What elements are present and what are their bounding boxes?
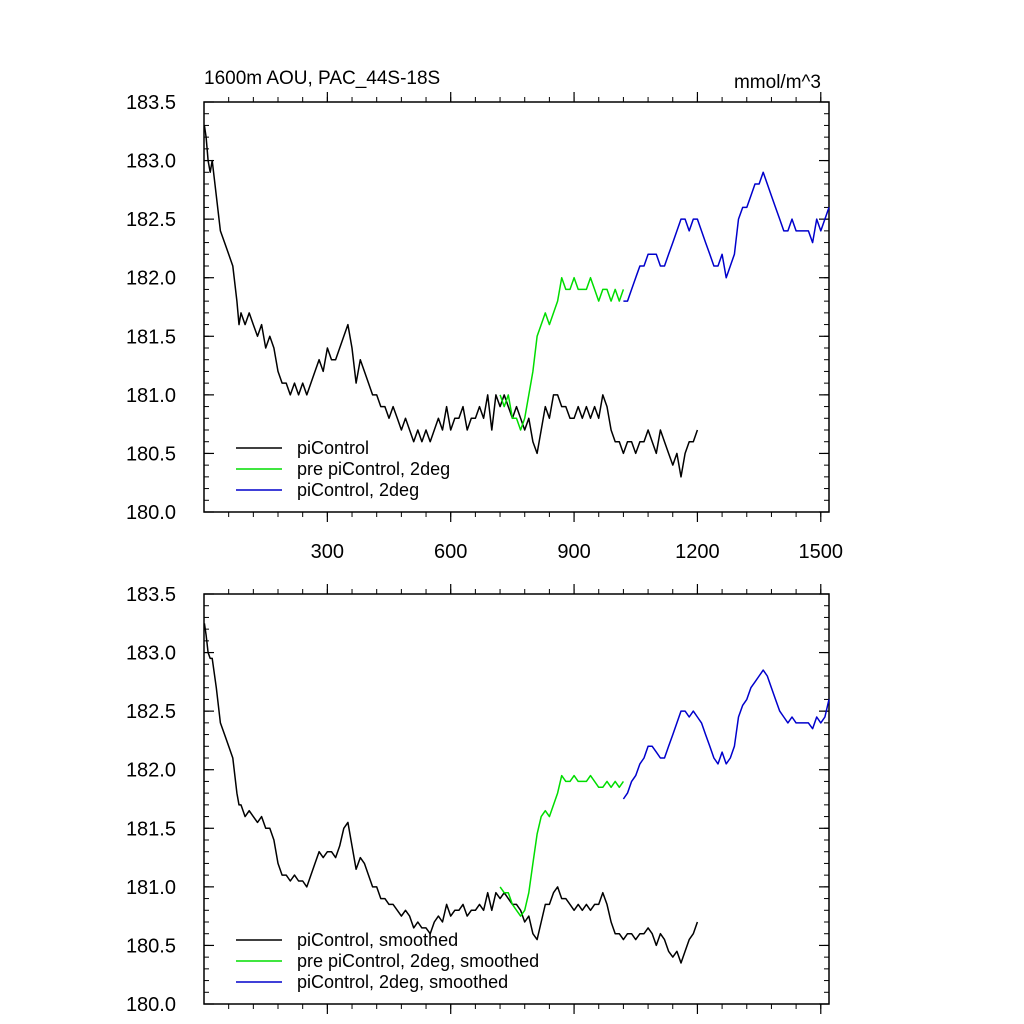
plot-frame bbox=[203, 593, 830, 1005]
y-tick-label: 181.0 bbox=[126, 877, 176, 899]
chart-bottom: 180.0 180.5 181.0 181.5 182.0 182.5 183.0 183.5… bbox=[126, 584, 830, 1016]
y-tick-label: 180.5 bbox=[126, 443, 176, 465]
series-line-1 bbox=[499, 774, 625, 917]
series-line-2 bbox=[622, 669, 830, 800]
y-tick-label: 180.5 bbox=[126, 935, 176, 957]
legend-label: piControl bbox=[297, 438, 369, 458]
y-tick-label: 182.5 bbox=[126, 209, 176, 231]
y-tick-label: 183.5 bbox=[126, 584, 176, 606]
series-line-1 bbox=[499, 276, 625, 431]
x-tick-label: 600 bbox=[434, 541, 467, 563]
y-tick-label: 180.0 bbox=[126, 994, 176, 1016]
y-tick-label: 183.0 bbox=[126, 151, 176, 173]
chart-units: mmol/m^3 bbox=[734, 72, 821, 93]
chart-top: 180.0 180.5 181.0 181.5 182.0 182.5 183.0 183.5… bbox=[126, 68, 843, 563]
chart-title: 1600m AOU, PAC_44S-18S bbox=[204, 68, 440, 89]
y-tick-label: 181.0 bbox=[126, 385, 176, 407]
legend-label: piControl, 2deg bbox=[297, 480, 419, 500]
y-tick-label: 182.5 bbox=[126, 701, 176, 723]
series-line-0 bbox=[203, 125, 699, 478]
legend-label: piControl, 2deg, smoothed bbox=[297, 972, 508, 992]
y-tick-label: 181.5 bbox=[126, 818, 176, 840]
y-tick-label: 181.5 bbox=[126, 326, 176, 348]
y-tick-label: 183.5 bbox=[126, 92, 176, 114]
series-line-0 bbox=[203, 623, 699, 964]
x-tick-label: 1500 bbox=[799, 541, 844, 563]
y-tick-label: 183.0 bbox=[126, 643, 176, 665]
x-tick-label: 300 bbox=[311, 541, 344, 563]
y-tick-label: 182.0 bbox=[126, 760, 176, 782]
plot-frame bbox=[203, 101, 830, 513]
series-line-2 bbox=[623, 171, 830, 302]
legend-label: pre piControl, 2deg bbox=[297, 459, 450, 479]
legend-label: pre piControl, 2deg, smoothed bbox=[297, 951, 539, 971]
y-tick-label: 182.0 bbox=[126, 268, 176, 290]
legend-label: piControl, smoothed bbox=[297, 930, 458, 950]
x-tick-label: 900 bbox=[557, 541, 590, 563]
x-tick-label: 1200 bbox=[675, 541, 720, 563]
y-tick-label: 180.0 bbox=[126, 502, 176, 524]
